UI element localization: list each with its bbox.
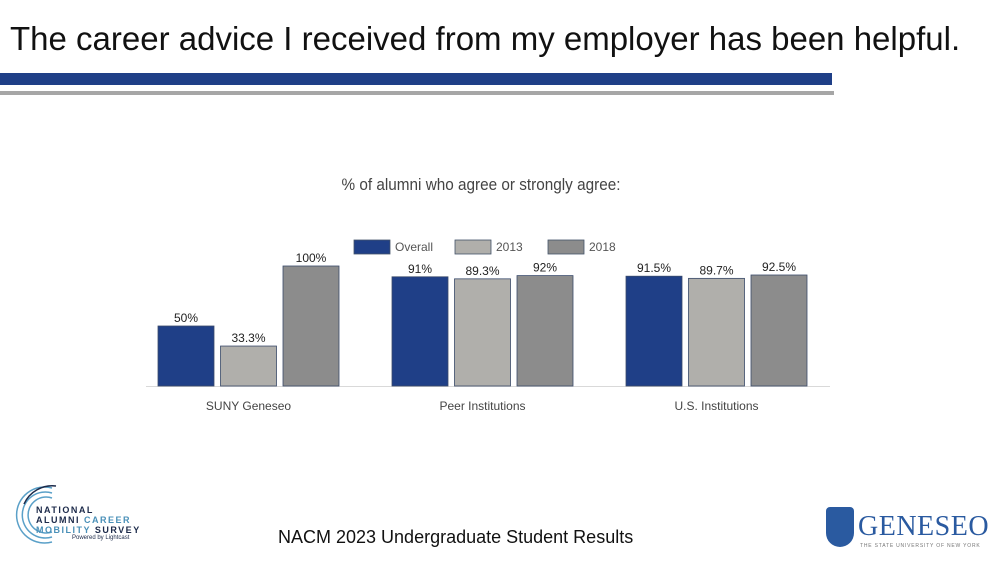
footer-text: NACM 2023 Undergraduate Student Results — [278, 527, 634, 547]
legend-label-2013: 2013 — [496, 240, 523, 254]
bar-overall-1 — [391, 276, 449, 387]
data-label: 91.5% — [637, 261, 671, 275]
legend-swatch-2018 — [547, 239, 585, 255]
category-label: SUNY Geneseo — [206, 399, 291, 413]
nacm-line1: NATIONAL — [36, 505, 94, 515]
data-label: 100% — [296, 251, 327, 265]
data-label: 92% — [533, 261, 557, 275]
nacm-powered-by: Powered by Lightcast — [72, 535, 130, 541]
chart-title: % of alumni who agree or strongly agree: — [341, 175, 621, 194]
category-label: Peer Institutions — [439, 399, 525, 413]
nacm-logo-text: NATIONAL ALUMNI CAREER MOBILITY SURVEY — [36, 505, 141, 535]
bar-overall-2 — [625, 275, 683, 387]
title-underline-blue — [0, 73, 832, 85]
legend-swatch-2013 — [454, 239, 492, 255]
legend-label-2018: 2018 — [589, 240, 616, 254]
geneseo-logo-name: GENESEO — [858, 511, 990, 542]
nacm-line2a: ALUMNI — [36, 515, 84, 525]
bar-2018-2 — [750, 274, 808, 387]
data-label: 89.3% — [465, 264, 499, 278]
geneseo-logo-subtitle: THE STATE UNIVERSITY OF NEW YORK — [860, 543, 981, 549]
nacm-line3a: MOBILITY — [36, 525, 95, 535]
slide-title: The career advice I received from my emp… — [10, 20, 961, 57]
data-label: 92.5% — [762, 260, 796, 274]
bar-2013-0 — [220, 345, 277, 387]
legend-label-overall: Overall — [395, 240, 433, 254]
nacm-line2b: CAREER — [84, 515, 132, 525]
title-underline-gray — [0, 91, 834, 95]
data-label: 91% — [408, 262, 432, 276]
category-label: U.S. Institutions — [674, 399, 758, 413]
bar-2018-1 — [516, 275, 574, 387]
legend-swatch-overall — [353, 239, 391, 255]
data-label: 50% — [174, 311, 198, 325]
bar-2013-2 — [688, 277, 745, 387]
nacm-logo — [12, 484, 152, 546]
bar-2018-0 — [282, 265, 340, 387]
geneseo-shield-icon — [826, 507, 854, 547]
nacm-line3b: SURVEY — [94, 525, 141, 535]
data-label: 89.7% — [699, 263, 733, 277]
data-label: 33.3% — [231, 331, 265, 345]
bar-overall-0 — [157, 325, 215, 387]
nacm-arcs-icon — [15, 485, 57, 544]
bar-2013-1 — [454, 278, 511, 387]
